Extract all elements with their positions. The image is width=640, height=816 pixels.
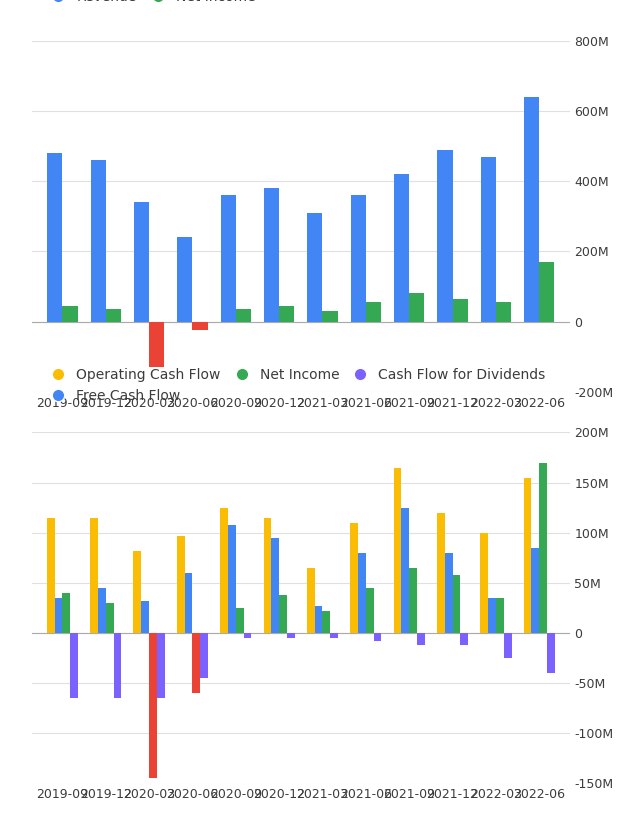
Bar: [409, 568, 417, 633]
Bar: [437, 512, 445, 633]
Bar: [540, 463, 547, 633]
Bar: [177, 536, 184, 633]
Bar: [488, 598, 496, 633]
Bar: [106, 309, 121, 322]
Bar: [524, 477, 531, 633]
Bar: [228, 525, 236, 633]
Bar: [358, 552, 366, 633]
Bar: [193, 633, 200, 693]
Bar: [221, 195, 236, 322]
Bar: [437, 149, 452, 322]
Bar: [452, 299, 468, 322]
Bar: [177, 237, 193, 322]
Bar: [70, 633, 78, 698]
Bar: [98, 588, 106, 633]
Bar: [307, 568, 315, 633]
Bar: [236, 608, 244, 633]
Bar: [113, 633, 122, 698]
Bar: [134, 202, 149, 322]
Bar: [244, 633, 252, 638]
Bar: [287, 633, 295, 638]
Bar: [106, 603, 113, 633]
Bar: [452, 574, 460, 633]
Bar: [460, 633, 468, 645]
Bar: [149, 322, 164, 367]
Bar: [480, 533, 488, 633]
Bar: [200, 633, 208, 678]
Bar: [351, 195, 366, 322]
Bar: [401, 508, 409, 633]
Bar: [149, 633, 157, 778]
Bar: [481, 157, 496, 322]
Bar: [54, 598, 62, 633]
Bar: [307, 213, 323, 322]
Bar: [409, 294, 424, 322]
Bar: [134, 551, 141, 633]
Bar: [184, 573, 193, 633]
Bar: [193, 322, 207, 330]
Bar: [445, 552, 452, 633]
Bar: [236, 309, 251, 322]
Bar: [62, 306, 77, 322]
Bar: [279, 306, 294, 322]
Bar: [323, 611, 330, 633]
Bar: [366, 302, 381, 322]
Bar: [220, 508, 228, 633]
Bar: [90, 160, 106, 322]
Bar: [271, 538, 279, 633]
Bar: [417, 633, 425, 645]
Bar: [47, 517, 54, 633]
Bar: [315, 606, 323, 633]
Bar: [141, 601, 149, 633]
Bar: [374, 633, 381, 641]
Bar: [504, 633, 511, 658]
Bar: [330, 633, 338, 638]
Bar: [496, 302, 511, 322]
Bar: [540, 262, 554, 322]
Bar: [394, 468, 401, 633]
Legend: Revenue, Net Income: Revenue, Net Income: [39, 0, 260, 10]
Bar: [366, 588, 374, 633]
Bar: [323, 311, 338, 322]
Bar: [547, 633, 555, 673]
Bar: [279, 595, 287, 633]
Bar: [90, 517, 98, 633]
Bar: [350, 523, 358, 633]
Bar: [264, 517, 271, 633]
Bar: [157, 633, 164, 698]
Legend: Operating Cash Flow, Free Cash Flow, Net Income, Cash Flow for Dividends: Operating Cash Flow, Free Cash Flow, Net…: [39, 362, 551, 408]
Bar: [47, 153, 62, 322]
Bar: [394, 174, 409, 322]
Bar: [62, 593, 70, 633]
Bar: [496, 598, 504, 633]
Bar: [524, 97, 540, 322]
Bar: [531, 548, 540, 633]
Bar: [264, 188, 279, 322]
